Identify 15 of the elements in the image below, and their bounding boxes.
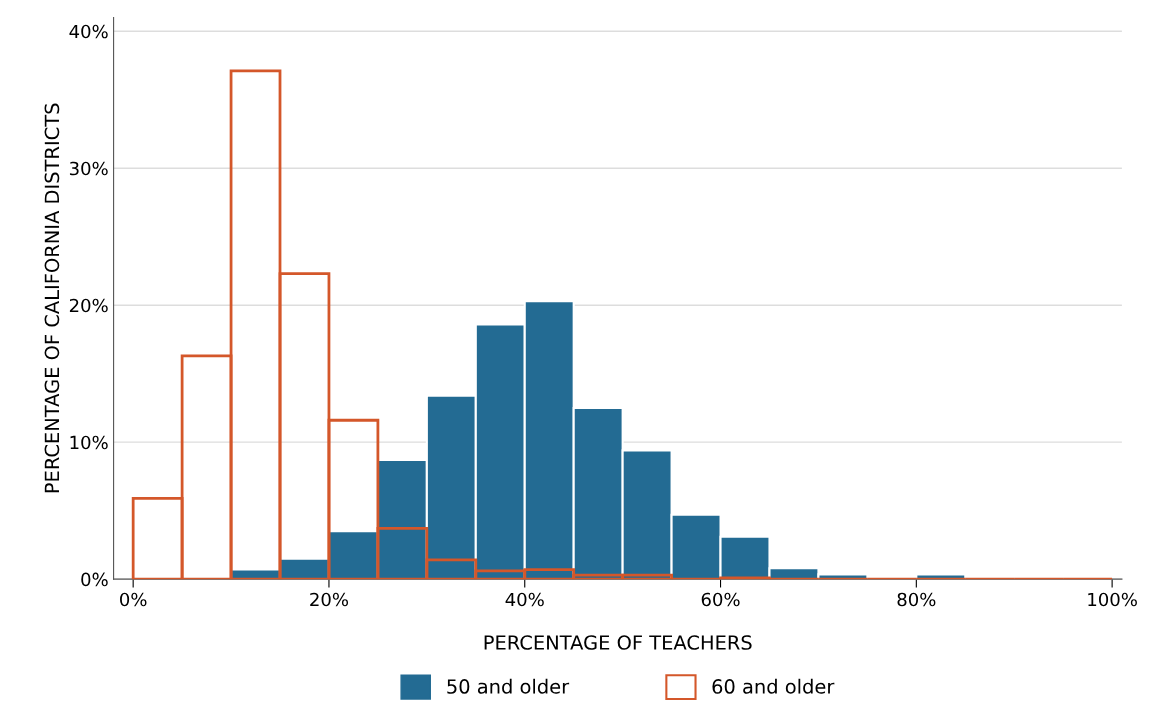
x-tick-label: 60% [701,592,740,607]
x-tick-label: 100% [1088,592,1137,607]
y-tick-label: 0% [81,572,108,587]
x-tick-label: 40% [505,592,544,607]
y-tick-label: 20% [69,298,108,313]
x-axis-title: PERCENTAGE OF TEACHERS [484,635,752,650]
x-tick-label: 0% [120,592,147,607]
x-tick-label: 20% [310,592,349,607]
legend-label: 50 and older [447,678,570,694]
y-tick-label: 40% [69,24,108,39]
y-tick-label: 30% [69,161,108,176]
y-axis-title: PERCENTAGE OF CALIFORNIA DISTRICTS [44,103,60,493]
x-tick-label: 80% [897,592,936,607]
y-tick-label: 10% [70,435,108,450]
legend-label: 60 and older [712,678,835,694]
